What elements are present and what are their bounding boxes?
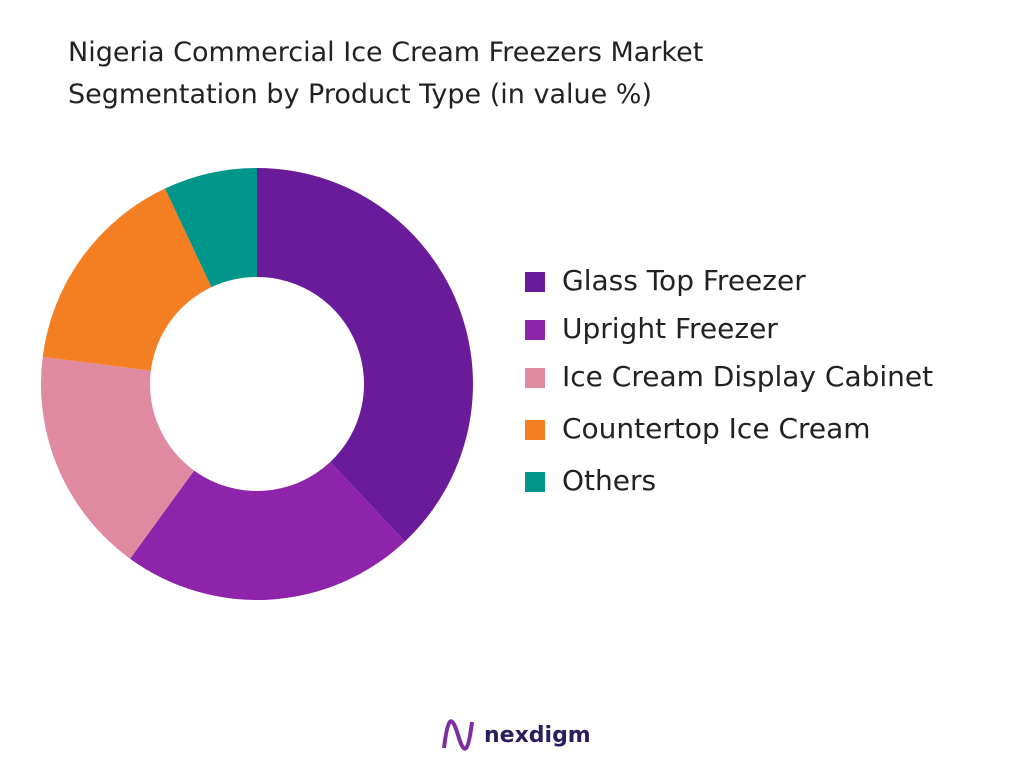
donut-segment <box>42 188 212 371</box>
donut-segment <box>41 356 195 559</box>
legend-label: Ice Cream Display Cabinet <box>562 360 933 393</box>
legend-label: Glass Top Freezer <box>562 264 806 297</box>
donut-segment <box>130 461 405 600</box>
logo-icon <box>442 719 474 751</box>
legend-swatch <box>525 368 545 388</box>
logo: nexdigm <box>442 719 591 751</box>
legend-label: Countertop Ice Cream <box>562 412 871 445</box>
donut-segment <box>165 168 257 288</box>
legend-swatch <box>525 472 545 492</box>
legend-swatch <box>525 272 545 292</box>
legend-label: Upright Freezer <box>562 312 778 345</box>
legend-swatch <box>525 420 545 440</box>
donut-segment <box>257 168 473 542</box>
legend-label: Others <box>562 464 656 497</box>
chart-title: Nigeria Commercial Ice Cream Freezers Ma… <box>68 37 704 110</box>
brand: nexdigm <box>484 723 591 748</box>
legend-swatch <box>525 320 545 340</box>
